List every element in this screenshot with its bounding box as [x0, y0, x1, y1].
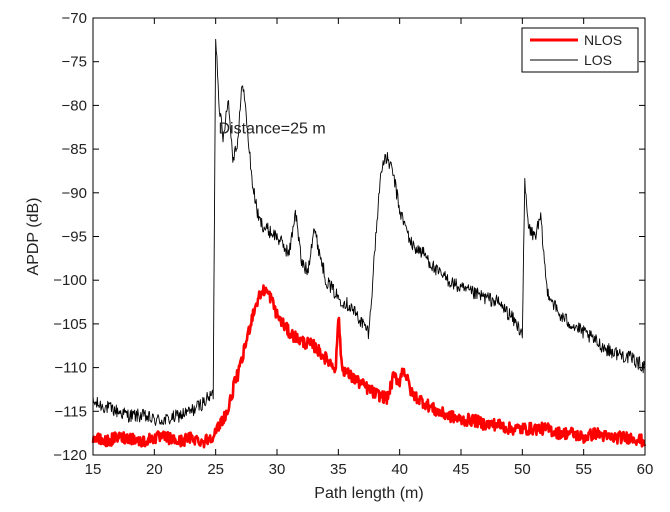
y-axis-title: APDP (dB): [25, 198, 42, 276]
x-tick-label: 50: [514, 461, 531, 478]
y-tick-label: −110: [54, 360, 87, 377]
y-tick-label: −120: [53, 447, 87, 464]
x-tick-label: 40: [391, 461, 408, 478]
x-tick-label: 20: [146, 461, 163, 478]
legend-label-los: LOS: [584, 52, 612, 68]
series-line-los: [92, 38, 646, 426]
x-tick-label: 30: [269, 461, 286, 478]
y-tick-label: −105: [53, 316, 87, 333]
x-tick-label: 15: [85, 461, 102, 478]
x-axis-title: Path length (m): [314, 485, 423, 502]
series-line-nlos: [91, 284, 647, 449]
y-tick-label: −115: [54, 403, 87, 420]
x-tick-label: 60: [637, 461, 654, 478]
x-tick-label: 45: [453, 461, 470, 478]
y-tick-label: −70: [62, 10, 87, 27]
series-layer: [91, 38, 647, 449]
x-tick-label: 55: [575, 461, 592, 478]
tick-layer: [92, 17, 646, 456]
legend-box: [521, 27, 639, 73]
legend: NLOS LOS: [521, 27, 639, 73]
y-tick-label: −75: [62, 54, 87, 71]
y-tick-label: −85: [62, 141, 87, 158]
y-tick-label: −95: [62, 229, 87, 246]
legend-label-nlos: NLOS: [584, 32, 622, 48]
x-tick-label: 35: [330, 461, 347, 478]
y-tick-label: −90: [62, 185, 87, 202]
tick-label-layer: 15 20 25 30 35 40 45 50 55 60 −70 −75 −80 −85 −90 −95 −1…: [53, 10, 653, 478]
y-tick-label: −80: [62, 97, 87, 114]
y-tick-label: −100: [53, 272, 87, 289]
distance-annotation: Distance=25 m: [219, 120, 326, 137]
x-tick-label: 25: [207, 461, 224, 478]
